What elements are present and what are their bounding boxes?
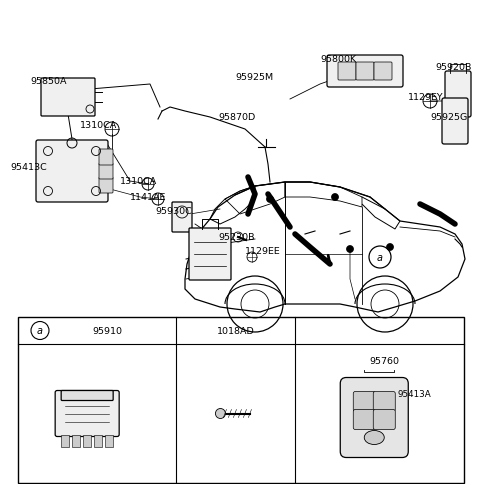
Circle shape — [332, 194, 338, 201]
FancyBboxPatch shape — [353, 409, 375, 430]
FancyBboxPatch shape — [327, 56, 403, 88]
FancyBboxPatch shape — [61, 391, 113, 401]
FancyBboxPatch shape — [172, 203, 192, 232]
FancyBboxPatch shape — [99, 178, 113, 194]
Text: 95230B: 95230B — [218, 233, 254, 242]
FancyBboxPatch shape — [356, 63, 374, 81]
Ellipse shape — [364, 431, 384, 445]
FancyBboxPatch shape — [442, 99, 468, 145]
Text: 95910: 95910 — [92, 326, 122, 335]
Text: 1018AD: 1018AD — [216, 326, 254, 335]
Circle shape — [266, 196, 274, 203]
Circle shape — [216, 408, 226, 419]
FancyBboxPatch shape — [189, 228, 231, 280]
Text: 1129EY: 1129EY — [408, 92, 444, 101]
Text: 1310CA: 1310CA — [120, 177, 157, 186]
FancyBboxPatch shape — [41, 79, 95, 117]
Text: 95850A: 95850A — [30, 77, 67, 86]
FancyBboxPatch shape — [338, 63, 356, 81]
FancyBboxPatch shape — [340, 378, 408, 457]
Text: 95870D: 95870D — [218, 113, 255, 122]
Text: 1129EE: 1129EE — [245, 247, 281, 256]
Bar — [61, 435, 69, 447]
FancyBboxPatch shape — [373, 409, 395, 430]
FancyBboxPatch shape — [373, 392, 395, 412]
FancyBboxPatch shape — [55, 391, 119, 437]
Text: 95413C: 95413C — [10, 163, 47, 172]
Bar — [83, 435, 91, 447]
Bar — [94, 435, 102, 447]
Text: a: a — [377, 253, 383, 262]
Text: 95920B: 95920B — [435, 63, 471, 72]
Circle shape — [347, 246, 353, 253]
Text: a: a — [37, 326, 43, 336]
FancyBboxPatch shape — [99, 164, 113, 180]
FancyBboxPatch shape — [374, 63, 392, 81]
FancyBboxPatch shape — [445, 72, 471, 118]
Bar — [18, 318, 464, 483]
Text: 95930C: 95930C — [155, 207, 192, 216]
FancyBboxPatch shape — [353, 392, 375, 412]
Text: 1141AE: 1141AE — [130, 193, 167, 202]
Text: 95760: 95760 — [369, 357, 399, 366]
Text: 95925M: 95925M — [235, 74, 273, 82]
Circle shape — [386, 244, 394, 251]
FancyBboxPatch shape — [36, 141, 108, 203]
Text: 1310CA: 1310CA — [80, 120, 117, 129]
FancyBboxPatch shape — [99, 150, 113, 166]
Bar — [72, 435, 80, 447]
Bar — [105, 435, 113, 447]
Text: 95800K: 95800K — [320, 55, 356, 64]
Text: 95413A: 95413A — [397, 389, 431, 398]
Text: 95925G: 95925G — [430, 113, 467, 122]
